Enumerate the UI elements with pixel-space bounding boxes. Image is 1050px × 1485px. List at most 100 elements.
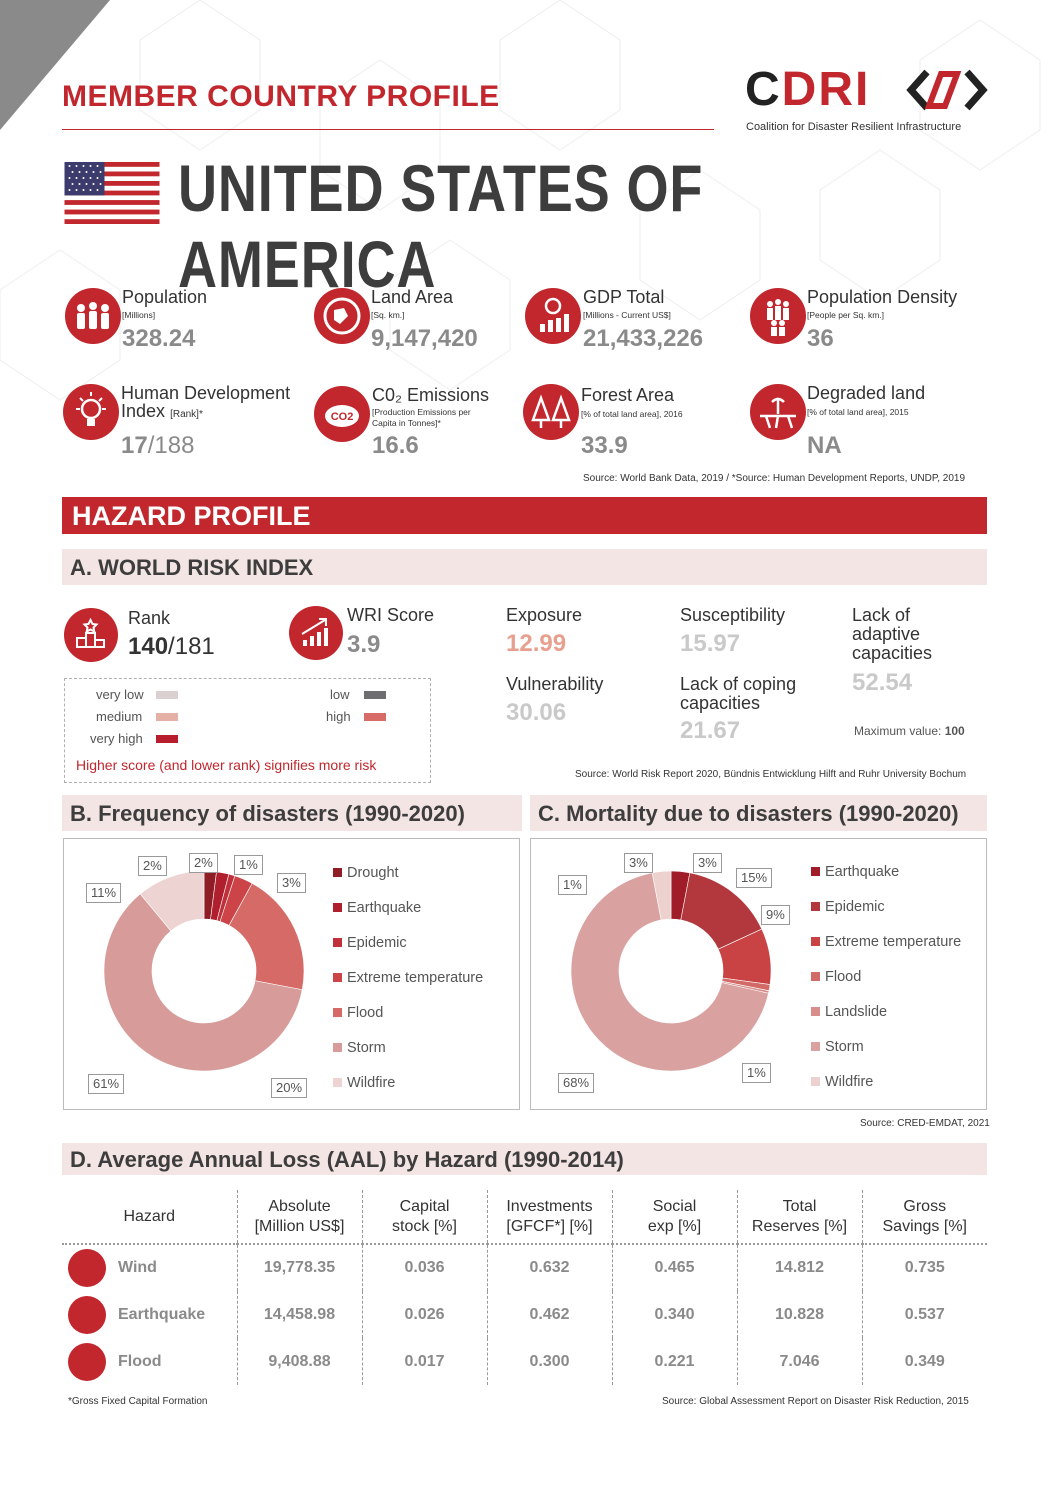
- freq-legend-storm: Storm: [333, 1040, 386, 1056]
- vulnerability-value: 30.06: [506, 699, 567, 726]
- freq-callout-extreme-temp: 3%: [277, 873, 306, 893]
- aal-col-reserves: Total Reserves [%]: [736, 1190, 862, 1244]
- lack-adaptive-value: 52.54: [852, 669, 913, 696]
- lack-adaptive-label: Lack of adaptive capacities: [852, 605, 933, 663]
- rank-label: Rank: [128, 608, 171, 628]
- freq-donut-chart: [103, 870, 305, 1072]
- wri-score-value: 3.9: [347, 631, 381, 658]
- stats-source: Source: World Bank Data, 2019 / *Source:…: [583, 473, 966, 484]
- mort-callout-epidemic: 15%: [736, 868, 773, 888]
- mort-donut-chart: [570, 870, 772, 1072]
- cdri-logo-mark-icon: [906, 69, 988, 111]
- freq-legend-flood: Flood: [333, 1005, 383, 1021]
- freq-slice-storm: [103, 893, 303, 1072]
- aal-col-capital: Capital stock [%]: [361, 1190, 487, 1244]
- aal-footnote: *Gross Fixed Capital Formation: [68, 1396, 208, 1407]
- logo-subtitle: Coalition for Disaster Resilient Infrast…: [746, 121, 962, 133]
- legend-very-low: very low: [96, 687, 144, 702]
- title-rule: [62, 129, 714, 130]
- legend-medium-swatch: [156, 713, 178, 721]
- freq-callout-drought: 2%: [138, 856, 167, 876]
- usa-flag-icon: [64, 162, 160, 224]
- background-hex-pattern: [0, 0, 1041, 401]
- aal-title: D. Average Annual Loss (AAL) by Hazard (…: [70, 1147, 624, 1172]
- mort-legend-wildfire: Wildfire: [811, 1074, 873, 1090]
- mort-callout-extreme-temp: 9%: [761, 905, 790, 925]
- freq-slice-flood: [228, 882, 305, 991]
- wri-source: Source: World Risk Report 2020, Bündnis …: [575, 769, 967, 780]
- earthquake-hazard-icon: [68, 1295, 106, 1334]
- freq-legend-extreme-temp: Extreme temperature: [333, 970, 483, 986]
- score-chart-icon: [289, 606, 343, 660]
- legend-low: low: [330, 687, 350, 702]
- freq-title: B. Frequency of disasters (1990-2020): [70, 801, 465, 826]
- legend-very-high-swatch: [156, 735, 178, 743]
- aal-col-savings: Gross Savings [%]: [861, 1190, 987, 1244]
- density-glyph: [767, 299, 789, 336]
- lack-coping-value: 21.67: [680, 717, 741, 744]
- mort-title: C. Mortality due to disasters (1990-2020…: [538, 801, 959, 826]
- legend-medium: medium: [96, 709, 143, 724]
- legend-high-swatch: [364, 713, 386, 721]
- legend-low-swatch: [364, 691, 386, 699]
- land-glyph: [323, 297, 361, 335]
- legend-very-low-swatch: [156, 691, 178, 699]
- mort-legend-earthquake: Earthquake: [811, 864, 899, 880]
- freq-callout-earthquake: 2%: [189, 853, 218, 873]
- aal-col-hazard: Hazard: [123, 1207, 176, 1225]
- mort-callout-flood: 1%: [742, 1063, 771, 1083]
- freq-section-bar: B. Frequency of disasters (1990-2020): [62, 795, 522, 831]
- mort-legend-epidemic: Epidemic: [811, 899, 885, 915]
- legend-high: high: [326, 709, 351, 724]
- exposure-value: 12.99: [506, 630, 567, 657]
- susceptibility-label: Susceptibility: [680, 605, 786, 625]
- table-row: Wind 19,778.35 0.036 0.632 0.465 14.812 …: [62, 1244, 987, 1291]
- aal-col-investments: Investments [GFCF*] [%]: [486, 1190, 612, 1244]
- aal-col-social: Social exp [%]: [611, 1190, 737, 1244]
- risk-note: Higher score (and lower rank) signifies …: [76, 757, 377, 773]
- population-glyph: [77, 302, 109, 329]
- wri-title: A. WORLD RISK INDEX: [70, 555, 314, 580]
- freq-callout-storm: 61%: [88, 1074, 125, 1094]
- mort-slice-storm: [570, 872, 769, 1072]
- mort-callout-storm: 68%: [558, 1073, 595, 1093]
- mort-section-bar: C. Mortality due to disasters (1990-2020…: [530, 795, 987, 831]
- mort-slice-wildfire: [651, 870, 672, 921]
- aal-col-absolute: Absolute [Million US$]: [236, 1190, 362, 1244]
- mort-callout-wildfire: 3%: [624, 853, 653, 873]
- hazard-profile-bar: HAZARD PROFILE: [62, 497, 987, 534]
- lack-coping-label: Lack of coping capacities: [680, 674, 797, 713]
- forest-glyph: [531, 394, 571, 428]
- rank-value: 140/181: [128, 633, 215, 660]
- aal-header-row: Hazard Absolute [Million US$] Capital stoc…: [62, 1190, 987, 1244]
- freq-callout-flood: 20%: [271, 1078, 308, 1098]
- freq-legend-drought: Drought: [333, 865, 399, 881]
- mort-legend-extreme-temp: Extreme temperature: [811, 934, 961, 950]
- wind-hazard-icon: [68, 1249, 106, 1287]
- wri-score-label: WRI Score: [347, 605, 435, 625]
- freq-legend-earthquake: Earthquake: [333, 900, 421, 916]
- mort-legend-flood: Flood: [811, 969, 861, 985]
- aal-table: Hazard Absolute [Million US$] Capital stoc…: [62, 1190, 987, 1385]
- mort-legend-landslide: Landslide: [811, 1004, 887, 1020]
- mort-callout-extra: 1%: [558, 875, 587, 895]
- mort-callout-earthquake: 3%: [693, 853, 722, 873]
- chart-source: Source: CRED-EMDAT, 2021: [860, 1118, 990, 1129]
- corner-accent: [0, 0, 110, 130]
- bulb-glyph: [76, 392, 106, 426]
- legend-very-high: very high: [90, 731, 143, 746]
- country-name: UNITED STATES OF AMERICA: [178, 151, 704, 301]
- hazard-profile-title: HAZARD PROFILE: [72, 501, 311, 531]
- mort-legend-storm: Storm: [811, 1039, 864, 1055]
- susceptibility-value: 15.97: [680, 630, 741, 657]
- podium-icon: [64, 608, 118, 662]
- co2-glyph: CO2: [325, 405, 359, 427]
- aal-section-bar: D. Average Annual Loss (AAL) by Hazard (…: [62, 1143, 987, 1175]
- forest-icon: [523, 384, 579, 440]
- table-row: Earthquake 14,458.98 0.026 0.462 0.340 1…: [62, 1291, 987, 1338]
- freq-callout-wildfire: 11%: [86, 883, 122, 903]
- max-value-note: Maximum value: 100: [854, 724, 965, 738]
- freq-legend-epidemic: Epidemic: [333, 935, 407, 951]
- freq-callout-epidemic: 1%: [234, 855, 263, 875]
- gdp-icon: [525, 288, 581, 344]
